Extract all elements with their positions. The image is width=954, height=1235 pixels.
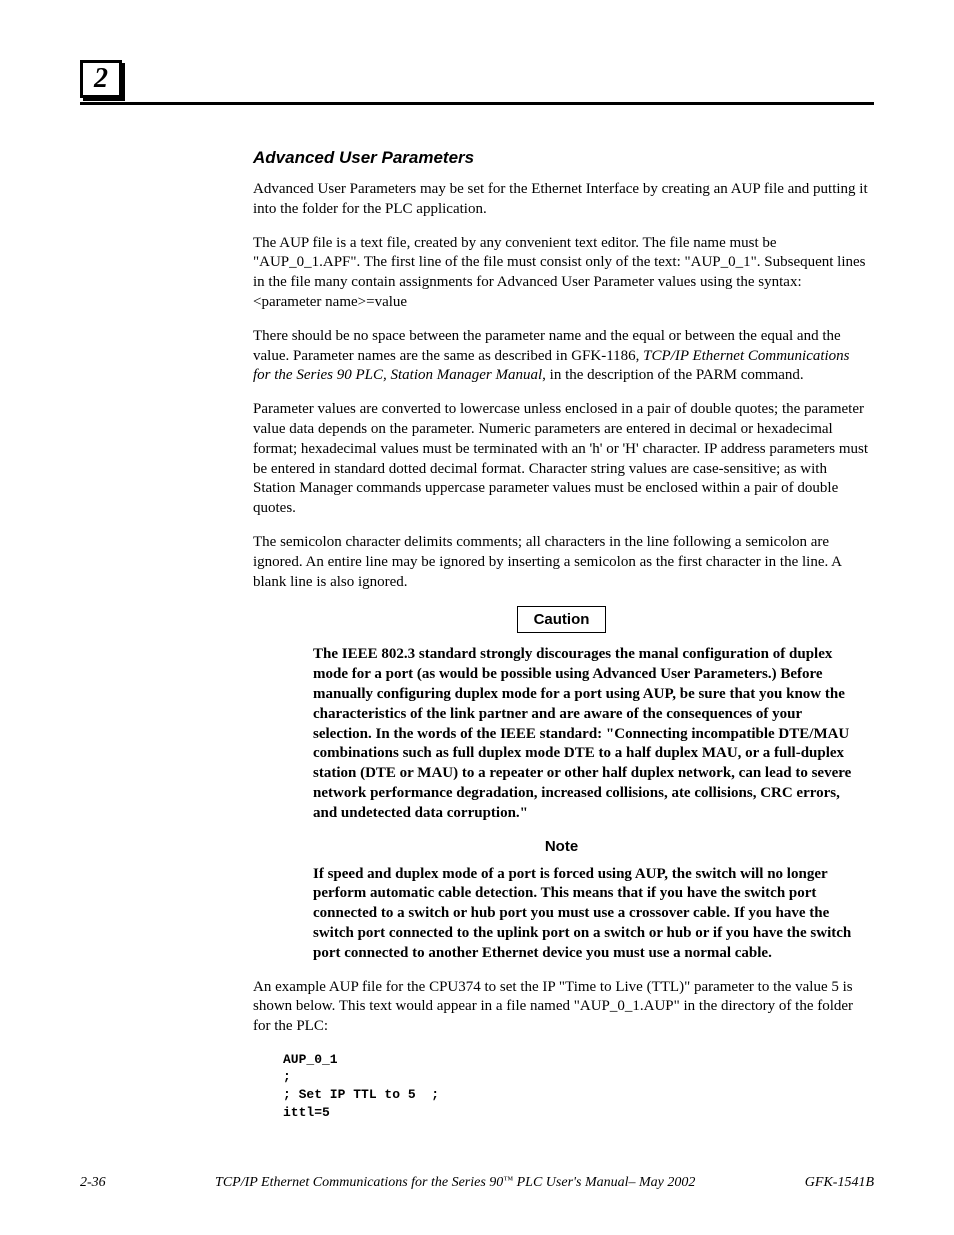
note-text: If speed and duplex mode of a port is fo…: [313, 865, 860, 964]
footer-title: TCP/IP Ethernet Communications for the S…: [106, 1175, 805, 1191]
caution-box-wrap: Caution: [253, 606, 870, 633]
caution-text: The IEEE 802.3 standard strongly discour…: [313, 645, 860, 823]
section-title: Advanced User Parameters: [253, 148, 870, 168]
paragraph: An example AUP file for the CPU374 to se…: [253, 978, 870, 1037]
header-rule: [80, 102, 874, 105]
paragraph: The AUP file is a text file, created by …: [253, 234, 870, 313]
page-footer: 2-36 TCP/IP Ethernet Communications for …: [80, 1175, 874, 1191]
paragraph: There should be no space between the par…: [253, 327, 870, 386]
paragraph: Advanced User Parameters may be set for …: [253, 180, 870, 220]
footer-title-a: TCP/IP Ethernet Communications for the S…: [215, 1175, 503, 1190]
text-run: , in the description of the PARM command…: [542, 367, 804, 383]
trademark-symbol: ™: [503, 1175, 513, 1186]
paragraph: The semicolon character delimits comment…: [253, 533, 870, 592]
note-label: Note: [253, 838, 870, 855]
footer-doc-id: GFK-1541B: [805, 1175, 874, 1191]
footer-title-b: PLC User's Manual– May 2002: [513, 1175, 695, 1190]
caution-label: Caution: [517, 606, 607, 633]
chapter-number: 2: [94, 63, 108, 95]
code-example: AUP_0_1 ; ; Set IP TTL to 5 ; ittl=5: [283, 1051, 870, 1121]
chapter-number-box: 2: [80, 60, 122, 98]
paragraph: Parameter values are converted to lowerc…: [253, 400, 870, 519]
page-content: Advanced User Parameters Advanced User P…: [253, 148, 870, 1121]
footer-page-number: 2-36: [80, 1175, 106, 1191]
